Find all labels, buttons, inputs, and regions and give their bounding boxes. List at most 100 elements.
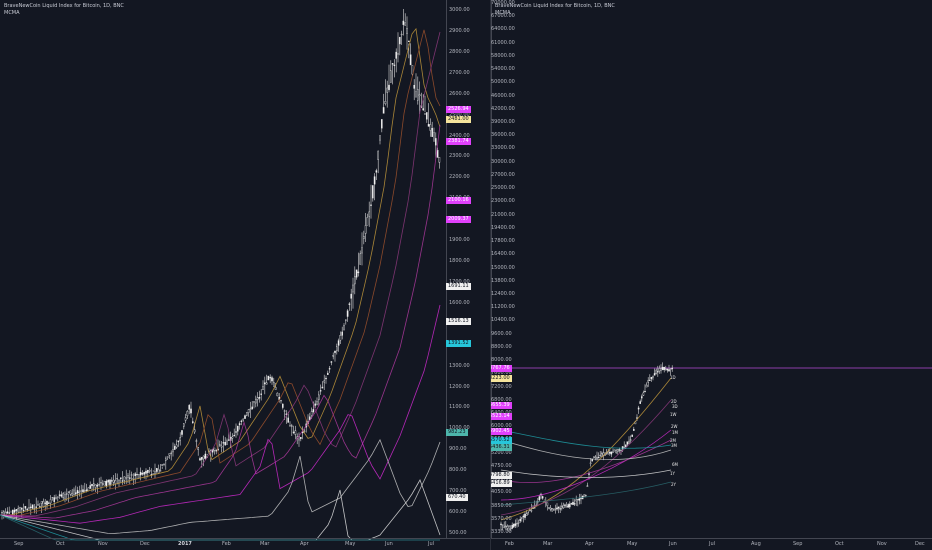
candle-body: [215, 450, 218, 452]
candle-body: [660, 368, 662, 371]
price-tick-label: 8000.00: [491, 357, 512, 364]
candle-body: [242, 418, 245, 421]
candle-body: [404, 22, 407, 26]
candle-body: [35, 506, 37, 508]
candle-body: [548, 507, 550, 509]
price-tick-label: 16400.00: [491, 251, 515, 258]
price-tick-label: 5200.00: [491, 449, 512, 456]
candle-body: [556, 507, 558, 510]
candle-body: [519, 518, 522, 522]
pane-divider[interactable]: [490, 0, 491, 550]
candle-body: [110, 480, 113, 482]
candle-body: [664, 368, 667, 370]
candle-body: [373, 176, 376, 185]
candle-body: [28, 507, 30, 509]
candle-body: [22, 509, 25, 512]
price-tag: 8767.76: [491, 365, 512, 372]
ma-label: 3M: [671, 443, 677, 448]
candle-body: [184, 417, 187, 421]
price-tick-label: 2500.00: [449, 111, 470, 118]
candle-body: [613, 449, 616, 452]
price-tick-label: 36000.00: [491, 132, 515, 139]
price-tick-label: 17800.00: [491, 238, 515, 245]
candle-body: [339, 335, 342, 341]
candle-body: [107, 479, 109, 483]
legend-indicator: MCMA: [4, 10, 20, 16]
candle-body: [136, 474, 138, 476]
candle-body: [354, 276, 356, 285]
candle-body: [17, 508, 20, 513]
price-axis-border: [491, 0, 492, 538]
candle-body: [42, 501, 45, 507]
price-tick-label: 13800.00: [491, 277, 515, 284]
candle-body: [220, 445, 223, 448]
price-tag: 1391.52: [446, 340, 471, 347]
candle-body: [137, 474, 140, 479]
time-tick-label: Mar: [260, 541, 270, 547]
price-tick-label: 2800.00: [449, 48, 470, 55]
candle-body: [549, 507, 552, 510]
candle-body: [355, 269, 358, 278]
price-tag: 2381.74: [446, 138, 471, 145]
legend-title: BraveNewCoin Liquid Index for Bitcoin, 1…: [4, 3, 124, 9]
candle-body: [538, 496, 541, 501]
chart-pane-left[interactable]: BraveNewCoin Liquid Index for Bitcoin, 1…: [0, 0, 490, 550]
price-tick-label: 1900.00: [449, 237, 470, 244]
candle-body: [586, 485, 589, 487]
candle-body: [213, 447, 216, 451]
candle-body: [53, 497, 55, 502]
price-chart-left[interactable]: [0, 0, 490, 550]
candle-body: [164, 458, 167, 461]
candle-body: [227, 439, 230, 441]
candle-body: [500, 523, 502, 525]
candle-body: [49, 499, 52, 504]
ma-label: 2W: [671, 424, 678, 429]
candle-body: [238, 423, 241, 426]
price-tick-label: 2700.00: [449, 69, 470, 76]
candle-body: [121, 480, 124, 482]
candle-body: [359, 253, 362, 265]
price-tick-label: 8800.00: [491, 343, 512, 350]
candle-body: [517, 522, 520, 524]
price-tick-label: 4050.00: [491, 489, 512, 496]
candle-body: [650, 376, 653, 380]
candle-body: [325, 377, 327, 380]
time-tick-label: Sep: [793, 541, 803, 547]
candle-body: [222, 442, 225, 444]
candle-body: [244, 415, 246, 419]
candle-body: [145, 470, 147, 474]
price-tag: 5436.31: [491, 444, 512, 451]
candle-body: [112, 479, 115, 483]
price-tick-label: 30000.00: [491, 158, 515, 165]
time-tick-label: Mar: [543, 541, 553, 547]
candle-body: [504, 525, 507, 527]
price-chart-right[interactable]: [491, 0, 932, 550]
candle-body: [316, 401, 318, 405]
price-tag: 5570.52: [491, 437, 512, 444]
candle-body: [292, 431, 295, 433]
candle-body: [330, 361, 333, 363]
candle-body: [190, 408, 192, 414]
candle-body: [639, 401, 642, 404]
candle-body: [594, 456, 597, 458]
candle-body: [300, 437, 302, 439]
candle-body: [597, 457, 600, 459]
candle-body: [199, 458, 201, 461]
chart-pane-right[interactable]: BraveNewCoin Liquid Index for Bitcoin, 1…: [491, 0, 932, 550]
candle-body: [570, 502, 573, 505]
price-tick-label: 900.00: [449, 446, 467, 453]
time-tick-label: Nov: [877, 541, 887, 547]
candle-body: [71, 492, 73, 496]
candle-body: [87, 487, 90, 492]
time-axis-border: [491, 538, 932, 539]
candle-body: [400, 33, 403, 36]
candle-body: [395, 51, 398, 59]
candle-body: [345, 319, 347, 321]
candle-body: [346, 310, 349, 317]
candle-body: [546, 502, 549, 506]
candle-body: [236, 425, 239, 432]
candle-body: [348, 303, 351, 305]
candle-body: [31, 504, 34, 509]
moving-average-line: [0, 438, 441, 535]
candle-body: [557, 506, 560, 509]
